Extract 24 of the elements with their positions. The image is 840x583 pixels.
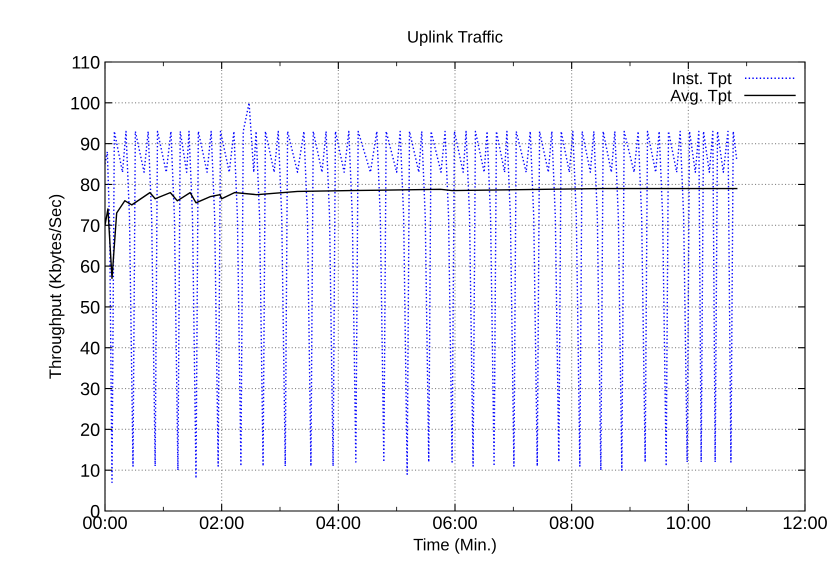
y-tick-label: 90 xyxy=(80,138,100,150)
legend-label: Avg. Tpt xyxy=(670,90,732,105)
y-tick-label: 110 xyxy=(72,56,100,69)
x-tick-label: 04:00 xyxy=(316,516,360,530)
y-tick-label: 50 xyxy=(80,300,100,314)
x-tick-label: 00:00 xyxy=(83,516,127,530)
y-tick-label: 30 xyxy=(80,382,100,396)
y-tick-label: 10 xyxy=(81,464,100,477)
chart-title: Uplink Traffic xyxy=(408,30,503,46)
y-tick-label: 60 xyxy=(80,260,100,273)
y-tick-label: 0 xyxy=(90,504,100,518)
y-tick-label: 40 xyxy=(80,342,100,354)
x-axis-title: Time (Min.) xyxy=(414,538,496,554)
y-axis-title: Throughput (Kbytes/Sec) xyxy=(48,194,64,379)
y-tick-label: 20 xyxy=(80,423,100,436)
y-tick-label: 80 xyxy=(80,178,100,192)
x-tick-label: 06:00 xyxy=(433,516,477,530)
x-tick-label: 10:00 xyxy=(667,516,710,530)
x-tick-label: 08:00 xyxy=(550,516,594,530)
legend-label: Inst. Tpt xyxy=(673,72,732,88)
x-tick-label: 02:00 xyxy=(200,516,244,530)
y-tick-label: 70 xyxy=(80,219,100,232)
y-tick-label: 100 xyxy=(71,96,100,110)
x-tick-label: 12:00 xyxy=(784,516,827,530)
